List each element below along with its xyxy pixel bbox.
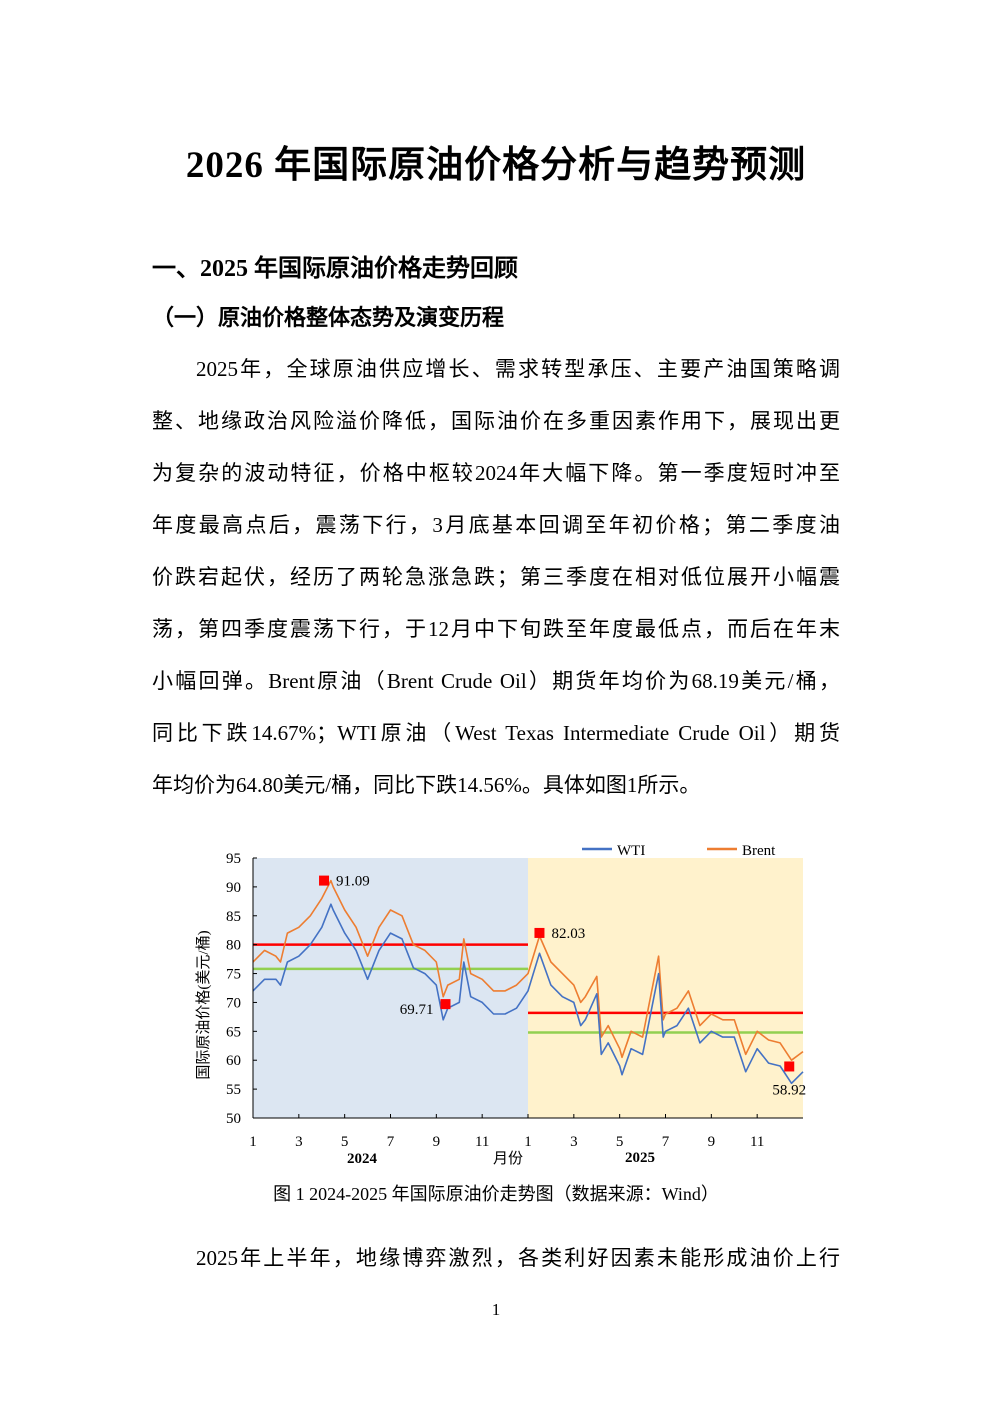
y-tick-label: 90 [226, 880, 241, 896]
x-tick-label: 7 [662, 1134, 670, 1150]
y-tick-label: 60 [226, 1053, 241, 1069]
y-tick-label: 85 [226, 909, 241, 925]
x-tick-label: 1 [249, 1134, 257, 1150]
year-label-2025: 2025 [625, 1150, 655, 1166]
x-tick-label: 11 [750, 1134, 764, 1150]
x-tick-label: 7 [387, 1134, 395, 1150]
section-heading: 一、2025 年国际原油价格走势回顾 [152, 256, 518, 282]
paragraph-line: 2025年，全球原油供应增长、需求转型承压、主要产油国策略调 [196, 357, 840, 381]
y-tick-label: 75 [226, 967, 241, 983]
y-tick-label: 80 [226, 938, 241, 954]
y-tick-label: 50 [226, 1111, 241, 1127]
extreme-marker [784, 1061, 795, 1072]
legend-brent-label: Brent [742, 843, 776, 859]
background-2024 [253, 858, 528, 1118]
x-tick-label: 9 [708, 1134, 716, 1150]
x-tick-label: 3 [295, 1134, 303, 1150]
x-tick-label: 5 [341, 1134, 349, 1150]
chart-legend: WTI Brent [582, 843, 776, 859]
background-2025 [528, 858, 803, 1118]
extreme-label: 58.92 [772, 1082, 806, 1098]
x-tick-label: 11 [475, 1134, 489, 1150]
extreme-label: 82.03 [551, 926, 585, 942]
page-number: 1 [491, 1300, 501, 1319]
paragraph-line: 荡，第四季度震荡下行，于12月中下旬跌至年度最低点，而后在年末 [152, 617, 840, 641]
y-tick-label: 95 [226, 851, 241, 867]
paragraph-line: 同比下跌14.67%；WTI原油（West Texas Intermediate… [152, 721, 840, 745]
extreme-label: 91.09 [336, 874, 370, 890]
extreme-marker [440, 999, 451, 1010]
year-label-2024: 2024 [347, 1151, 378, 1167]
x-tick-label: 3 [570, 1134, 578, 1150]
x-tick-label: 5 [616, 1134, 624, 1150]
series-brent-line [252, 879, 804, 1061]
figure-caption: 图 1 2024-2025 年国际原油价走势图（数据来源：Wind） [273, 1184, 719, 1204]
y-tick-label: 55 [226, 1082, 241, 1098]
legend-wti-label: WTI [617, 843, 645, 859]
extreme-marker [319, 875, 330, 886]
series-wti-line [252, 903, 804, 1085]
paragraph-line: 2025年上半年，地缘博弈激烈，各类利好因素未能形成油价上行 [196, 1246, 840, 1270]
y-tick-label: 65 [226, 1024, 241, 1040]
paragraph-line: 价跌宕起伏，经历了两轮急涨急跌；第三季度在相对低位展开小幅震 [152, 565, 840, 589]
x-tick-label: 9 [433, 1134, 441, 1150]
subsection-heading: （一）原油价格整体态势及演变历程 [152, 305, 505, 330]
x-axis-label: 月份 [493, 1150, 523, 1167]
y-axis-label: 国际原油价格(美元/桶) [195, 930, 212, 1079]
paragraph-line: 整、地缘政治风险溢价降低，国际油价在多重因素作用下，展现出更 [152, 409, 840, 433]
y-tick-label: 70 [226, 995, 241, 1011]
extreme-label: 69.71 [400, 1002, 434, 1018]
x-tick-label: 1 [524, 1134, 532, 1150]
paragraph-line: 为复杂的波动特征，价格中枢较2024年大幅下降。第一季度短时冲至 [152, 461, 840, 485]
paragraph-line: 年度最高点后，震荡下行，3月底基本回调至年初价格；第二季度油 [152, 513, 840, 537]
paragraph-line: 小幅回弹。Brent原油（Brent Crude Oil）期货年均价为68.19… [152, 669, 840, 693]
paragraph-line: 年均价为64.80美元/桶，同比下跌14.56%。具体如图1所示。 [152, 773, 701, 797]
page-title: 2026 年国际原油价格分析与趋势预测 [185, 145, 807, 186]
extreme-marker [534, 927, 545, 938]
